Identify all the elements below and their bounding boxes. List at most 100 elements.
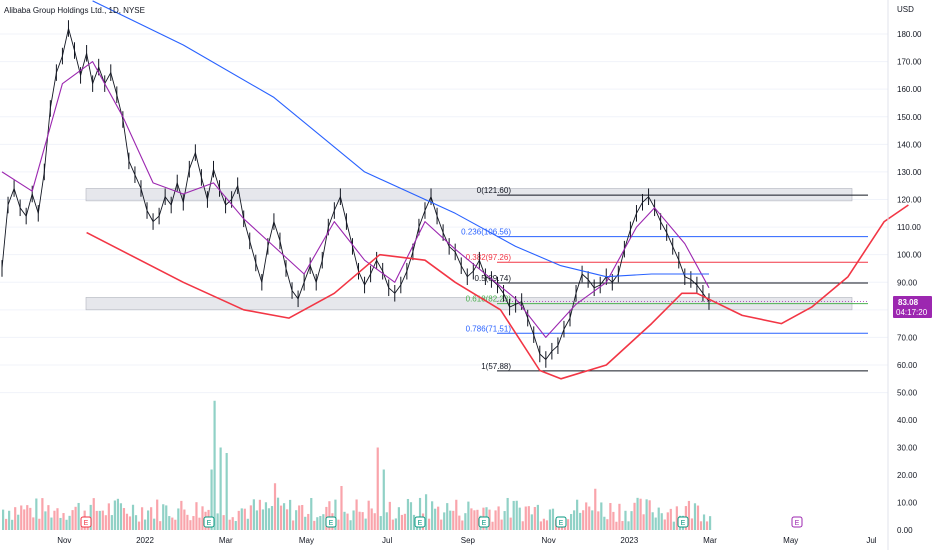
- volume-bar: [225, 453, 228, 530]
- volume-bar: [198, 517, 201, 530]
- volume-bar: [385, 512, 388, 530]
- volume-bar: [506, 497, 509, 530]
- time-axis[interactable]: Nov 2022 Mar May Jul Sep Nov 2023 Mar May Jul: [57, 536, 877, 545]
- earnings-event[interactable]: E: [80, 516, 92, 528]
- volume-bar: [400, 514, 404, 530]
- volume-bar: [261, 509, 265, 530]
- earnings-label: E: [681, 520, 686, 527]
- volume-bar: [62, 513, 65, 530]
- volume-bar: [594, 488, 597, 530]
- volume-bar: [177, 508, 180, 530]
- volume-bar: [612, 511, 615, 530]
- series-line: [1, 61, 710, 338]
- volume-bar: [240, 508, 243, 530]
- volume-bar: [156, 499, 159, 530]
- fib-level-label: 0.236(106.56): [461, 228, 511, 237]
- volume-bar: [255, 510, 258, 530]
- volume-bar: [8, 510, 11, 530]
- volume-bar: [440, 519, 443, 530]
- earnings-event[interactable]: E: [478, 516, 490, 528]
- earnings-badge: [478, 516, 490, 528]
- volume-bar: [705, 521, 709, 530]
- earnings-event[interactable]: E: [677, 516, 689, 528]
- volume-bar: [44, 511, 47, 530]
- volume-bar: [213, 400, 216, 530]
- volume-bar: [35, 498, 38, 530]
- fibonacci-retracement[interactable]: 0(121.60) 0.236(106.56) 0.382(97.26) 0.5(89…: [461, 186, 868, 372]
- volume-bar: [165, 505, 168, 530]
- volume-bar: [645, 499, 648, 530]
- volume-bar: [455, 499, 458, 530]
- volume-bar: [92, 498, 95, 530]
- volume-bar: [548, 509, 552, 530]
- volume-bar: [542, 518, 546, 530]
- volume-bar: [276, 497, 280, 530]
- earnings-event[interactable]: E: [555, 516, 567, 528]
- volume-bar: [71, 510, 74, 530]
- volume-bar: [289, 499, 292, 530]
- volume-bar: [183, 509, 186, 530]
- earnings-label: E: [795, 520, 800, 527]
- time-tick-label: 2022: [136, 536, 154, 545]
- volume-bar: [431, 501, 434, 530]
- volume-tick-label: 0.00: [897, 526, 913, 535]
- earnings-event[interactable]: E: [791, 516, 803, 528]
- volume-bar: [379, 516, 382, 530]
- earnings-label: E: [559, 520, 564, 527]
- volume-bar: [147, 510, 150, 530]
- volume-bar: [566, 519, 570, 530]
- earnings-label: E: [207, 520, 212, 527]
- last-price-box: [893, 296, 932, 318]
- volume-bar: [648, 500, 651, 530]
- volume-bar: [530, 514, 533, 530]
- volume-axis: 40.00 30.00 20.00 10.00 0.00: [897, 416, 918, 535]
- volume-bar: [582, 510, 585, 530]
- volume-bar: [672, 521, 675, 530]
- earnings-event[interactable]: E: [414, 516, 426, 528]
- volume-bar: [497, 506, 500, 530]
- volume-bar: [298, 505, 301, 530]
- earnings-badge: [677, 516, 689, 528]
- earnings-event[interactable]: E: [325, 516, 337, 528]
- volume-bar: [367, 500, 370, 530]
- volume-bar: [110, 515, 113, 530]
- volume-bar: [621, 521, 624, 530]
- earnings-event[interactable]: E: [203, 516, 215, 528]
- volume-bar: [125, 513, 129, 530]
- volume-bar: [355, 499, 358, 530]
- volume-bar: [361, 512, 364, 530]
- time-tick-label: Nov: [541, 536, 555, 545]
- volume-tick-label: 20.00: [897, 471, 918, 480]
- series-line: [86, 204, 909, 380]
- volume-bar: [687, 500, 691, 530]
- plot-area[interactable]: [0, 0, 888, 540]
- price-axis[interactable]: USD 180.00 170.00 160.00 150.00 140.00 130.00…: [897, 5, 922, 398]
- volume-bar: [279, 505, 283, 530]
- volume-bar: [690, 518, 694, 530]
- volume-bar: [603, 516, 606, 530]
- price-tick-label: 130.00: [897, 168, 922, 177]
- time-tick-label: Jul: [866, 536, 876, 545]
- volume-bar: [47, 505, 50, 530]
- volume-bar: [500, 519, 503, 530]
- volume-bar: [576, 499, 579, 530]
- volume-bar: [449, 510, 452, 530]
- volume-bar: [14, 507, 17, 530]
- volume-bar: [264, 502, 268, 530]
- volume-bar: [5, 518, 8, 530]
- volume-bar: [509, 517, 512, 530]
- earnings-label: E: [418, 520, 423, 527]
- volume-bar: [41, 498, 44, 530]
- volume-bar: [503, 511, 506, 530]
- volume-bar: [434, 508, 437, 530]
- time-tick-label: Mar: [219, 536, 233, 545]
- volume-bar: [301, 504, 304, 530]
- volume-bar: [59, 517, 62, 530]
- volume-bar: [20, 505, 23, 530]
- volume-bar: [412, 514, 416, 530]
- volume-bar: [186, 514, 189, 530]
- volume-bar: [669, 508, 672, 530]
- volume-bar: [162, 504, 165, 530]
